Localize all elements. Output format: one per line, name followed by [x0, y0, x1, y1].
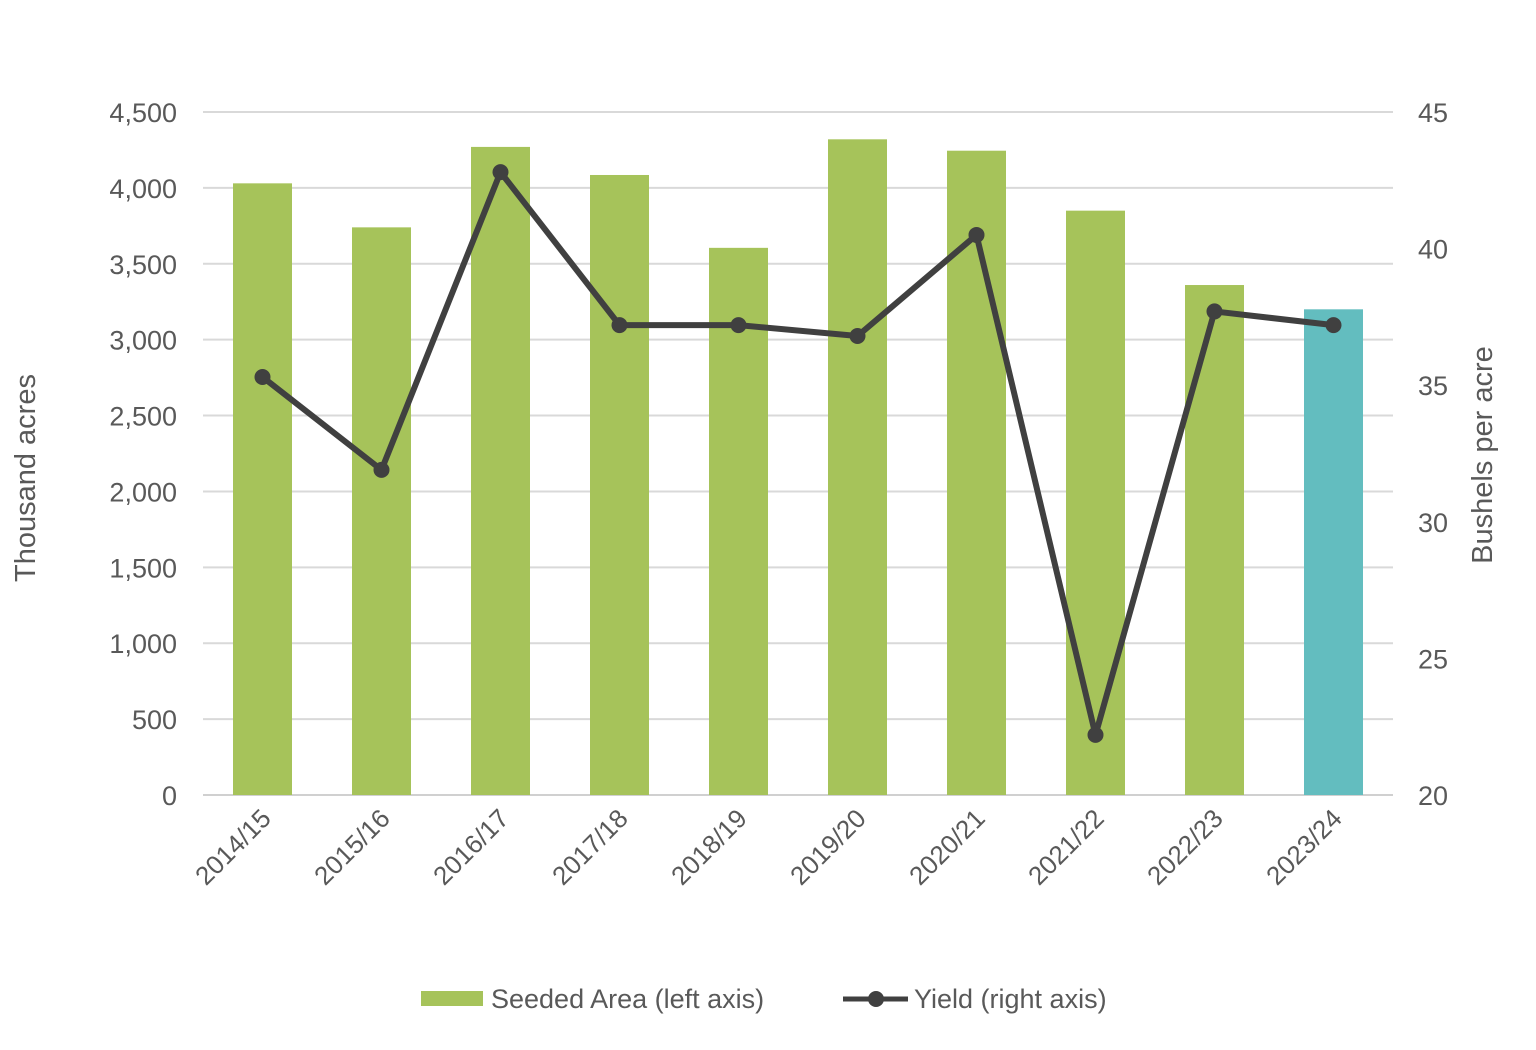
left-tick-label: 2,500	[109, 402, 177, 432]
left-tick-label: 3,500	[109, 250, 177, 280]
yield-point-2014-15	[254, 369, 271, 386]
right-tick-label: 40	[1418, 235, 1448, 265]
x-tick-label: 2016/17	[427, 803, 515, 891]
bar-2017-18	[590, 174, 649, 795]
left-tick-label: 1,500	[109, 553, 177, 583]
right-tick-label: 25	[1418, 644, 1448, 674]
x-tick-label: 2014/15	[189, 803, 277, 891]
yield-line	[254, 164, 1342, 743]
x-tick-label: 2023/24	[1260, 803, 1348, 891]
x-tick-label: 2017/18	[546, 803, 634, 891]
right-axis-ticks: 20 25 30 35 40 45	[1418, 98, 1448, 811]
yield-polyline	[260, 169, 1334, 738]
left-tick-label: 4,500	[109, 98, 177, 128]
bar-2023-24	[1304, 309, 1363, 795]
right-tick-label: 35	[1418, 371, 1448, 401]
right-tick-label: 30	[1418, 508, 1448, 538]
x-tick-label: 2020/21	[903, 803, 991, 891]
left-tick-label: 2,000	[109, 477, 177, 507]
yield-point-2018-19	[730, 317, 747, 334]
legend-label-seeded-area: Seeded Area (left axis)	[491, 984, 764, 1014]
right-tick-label: 45	[1418, 98, 1448, 128]
left-axis-label: Thousand acres	[10, 374, 42, 582]
left-tick-label: 0	[162, 781, 177, 811]
left-tick-label: 1,000	[109, 629, 177, 659]
legend-label-yield: Yield (right axis)	[914, 984, 1107, 1014]
legend: Seeded Area (left axis) Yield (right axi…	[421, 984, 1107, 1014]
x-tick-label: 2021/22	[1022, 803, 1110, 891]
bar-2014-15	[233, 183, 292, 795]
yield-point-2021-22	[1087, 726, 1104, 743]
yield-point-2019-20	[849, 328, 866, 345]
yield-point-2022-23	[1206, 303, 1223, 320]
left-axis-ticks: 0 500 1,000 1,500 2,000 2,500 3,000 3,500 4,000 4…	[109, 98, 177, 811]
yield-point-2020-21	[968, 226, 985, 243]
right-tick-label: 20	[1418, 781, 1448, 811]
right-axis-label: Bushels per acre	[1467, 346, 1499, 564]
legend-swatch-seeded-area	[421, 991, 483, 1006]
yield-point-2017-18	[611, 317, 628, 334]
bar-2020-21	[947, 150, 1006, 795]
left-tick-label: 3,000	[109, 326, 177, 356]
bar-2019-20	[828, 139, 887, 795]
bar-2021-22	[1066, 210, 1125, 796]
yield-point-2015-16	[373, 461, 390, 478]
yield-point-2016-17	[492, 164, 509, 181]
bar-2015-16	[352, 227, 411, 796]
x-tick-label: 2018/19	[665, 803, 753, 891]
left-tick-label: 4,000	[109, 174, 177, 204]
bar-2018-19	[709, 247, 768, 795]
legend-marker-yield	[868, 991, 884, 1007]
yield-point-2023-24	[1325, 317, 1342, 334]
left-tick-label: 500	[132, 705, 177, 735]
x-tick-label: 2019/20	[784, 803, 872, 891]
x-axis-ticks: 2014/15 2015/16 2016/17 2017/18 2018/19 2019/…	[189, 803, 1348, 891]
bar-2022-23	[1185, 285, 1244, 795]
x-tick-label: 2022/23	[1141, 803, 1229, 891]
x-tick-label: 2015/16	[308, 803, 396, 891]
bars	[233, 139, 1363, 796]
bar-2016-17	[471, 146, 530, 796]
